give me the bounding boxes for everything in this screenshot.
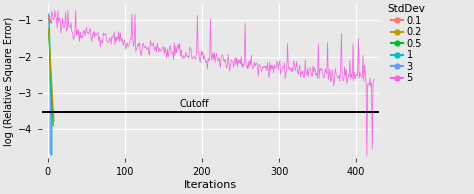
- Text: Cutoff: Cutoff: [180, 99, 209, 109]
- Legend: 0.1, 0.2, 0.5, 1, 3, 5: 0.1, 0.2, 0.5, 1, 3, 5: [387, 4, 425, 83]
- X-axis label: Iterations: Iterations: [184, 180, 237, 190]
- Y-axis label: log (Relative Square Error): log (Relative Square Error): [4, 16, 14, 146]
